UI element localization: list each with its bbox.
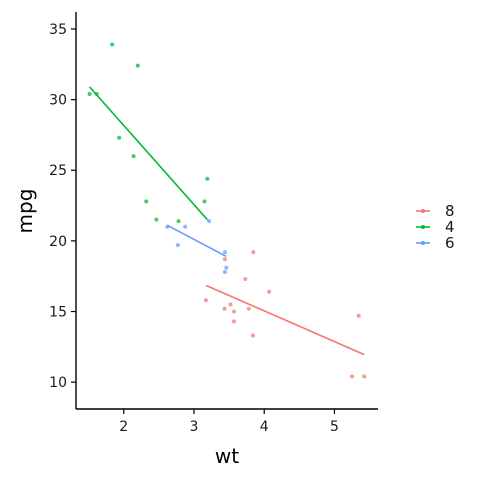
data-point-series-8 — [203, 298, 208, 303]
data-point-series-8 — [267, 289, 272, 294]
y-tick-label: 20 — [49, 234, 67, 250]
fit-line-series-6 — [166, 224, 227, 258]
data-point-series-4 — [110, 42, 115, 47]
data-point-series-8 — [228, 302, 233, 307]
legend-item-4-label: 4 — [445, 218, 455, 236]
x-tick-label: 2 — [119, 419, 128, 435]
legend-item-6-label: 6 — [445, 234, 455, 252]
x-ticks: 2 3 4 5 — [119, 409, 339, 435]
data-point-series-4 — [205, 176, 210, 181]
y-axis-title: mpg — [13, 189, 37, 234]
data-point-series-8 — [232, 319, 237, 324]
data-point-series-4 — [117, 135, 122, 140]
legend: 846 — [416, 202, 455, 252]
data-point-series-6 — [207, 219, 212, 224]
data-point-series-8 — [251, 250, 256, 255]
x-tick-label: 3 — [190, 419, 199, 435]
plot-area — [87, 42, 367, 379]
data-point-series-4 — [131, 154, 136, 159]
data-point-series-4 — [154, 217, 159, 222]
data-point-series-4 — [135, 63, 140, 68]
data-point-series-4 — [202, 199, 207, 204]
data-point-series-4 — [144, 199, 149, 204]
y-tick-label: 30 — [49, 93, 67, 109]
data-point-series-8 — [250, 333, 255, 338]
data-point-series-4 — [176, 219, 181, 224]
data-point-series-4 — [87, 91, 92, 96]
data-point-series-6 — [175, 243, 180, 248]
y-ticks: 10 15 20 25 30 35 — [49, 22, 76, 391]
x-tick-label: 4 — [260, 419, 269, 435]
data-point-series-8 — [246, 306, 251, 311]
data-point-series-8 — [356, 313, 361, 318]
data-point-series-8 — [222, 306, 227, 311]
y-tick-label: 35 — [49, 22, 67, 38]
data-point-series-6 — [224, 265, 229, 270]
fit-line-series-4 — [88, 86, 208, 221]
x-tick-label: 5 — [330, 419, 339, 435]
x-axis-title: wt — [215, 444, 239, 468]
data-point-series-8 — [222, 257, 227, 262]
data-point-series-6 — [165, 224, 170, 229]
y-tick-label: 10 — [49, 375, 67, 391]
data-point-series-8 — [243, 277, 248, 282]
legend-item-8-dot — [421, 209, 425, 213]
y-tick-label: 25 — [49, 163, 67, 179]
data-point-series-4 — [94, 91, 99, 96]
data-point-series-8 — [350, 374, 355, 379]
legend-item-4-dot — [421, 225, 425, 229]
fit-line-series-8 — [205, 284, 365, 356]
data-point-series-6 — [183, 224, 188, 229]
data-point-series-6 — [222, 250, 227, 255]
data-point-series-6 — [222, 269, 227, 274]
legend-item-8-label: 8 — [445, 202, 455, 220]
y-tick-label: 15 — [49, 305, 67, 321]
data-point-series-8 — [362, 374, 367, 379]
legend-item-6-dot — [421, 241, 425, 245]
data-point-series-8 — [232, 309, 237, 314]
